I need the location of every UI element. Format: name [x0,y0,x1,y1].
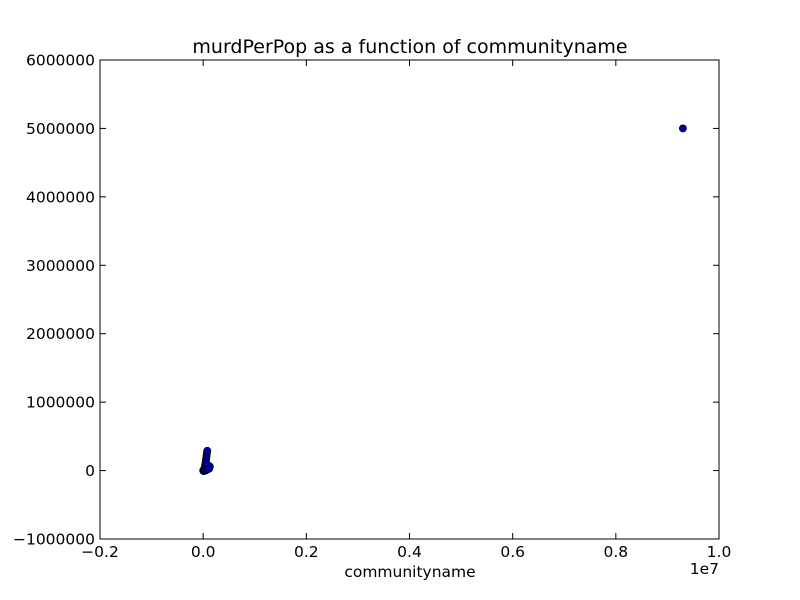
x-tick-label: 0.8 [604,543,629,561]
y-tick-label: 5000000 [26,120,95,138]
y-tick-label: 3000000 [26,257,95,275]
y-tick-label: 6000000 [26,52,95,70]
x-tick-label: 0.2 [294,543,319,561]
x-ticks: −0.2 0.0 0.2 0.4 0.6 0.8 1.0 [81,60,731,561]
y-tick-label: −1000000 [13,531,95,549]
y-tick-label: 4000000 [26,188,95,206]
x-axis-label: communityname [344,563,475,581]
plot-area [99,59,720,540]
y-tick-label: 1000000 [26,394,95,412]
x-axis-scale-note: 1e7 [690,560,719,578]
y-ticks: −1000000 0 1000000 2000000 3000000 4000000 500… [13,52,719,549]
x-tick-label: 0.0 [191,543,216,561]
data-point [204,465,212,474]
x-tick-label: 0.4 [397,543,422,561]
x-tick-label: −0.2 [81,543,119,561]
data-points [199,124,687,476]
x-tick-label: 0.6 [500,543,525,561]
y-tick-label: 2000000 [26,325,95,343]
x-tick-label: 1.0 [707,543,732,561]
y-tick-label: 0 [85,462,95,480]
plot-frame [99,59,720,540]
chart-title: murdPerPop as a function of communitynam… [192,36,627,58]
data-point [678,124,687,133]
data-point [203,446,212,455]
